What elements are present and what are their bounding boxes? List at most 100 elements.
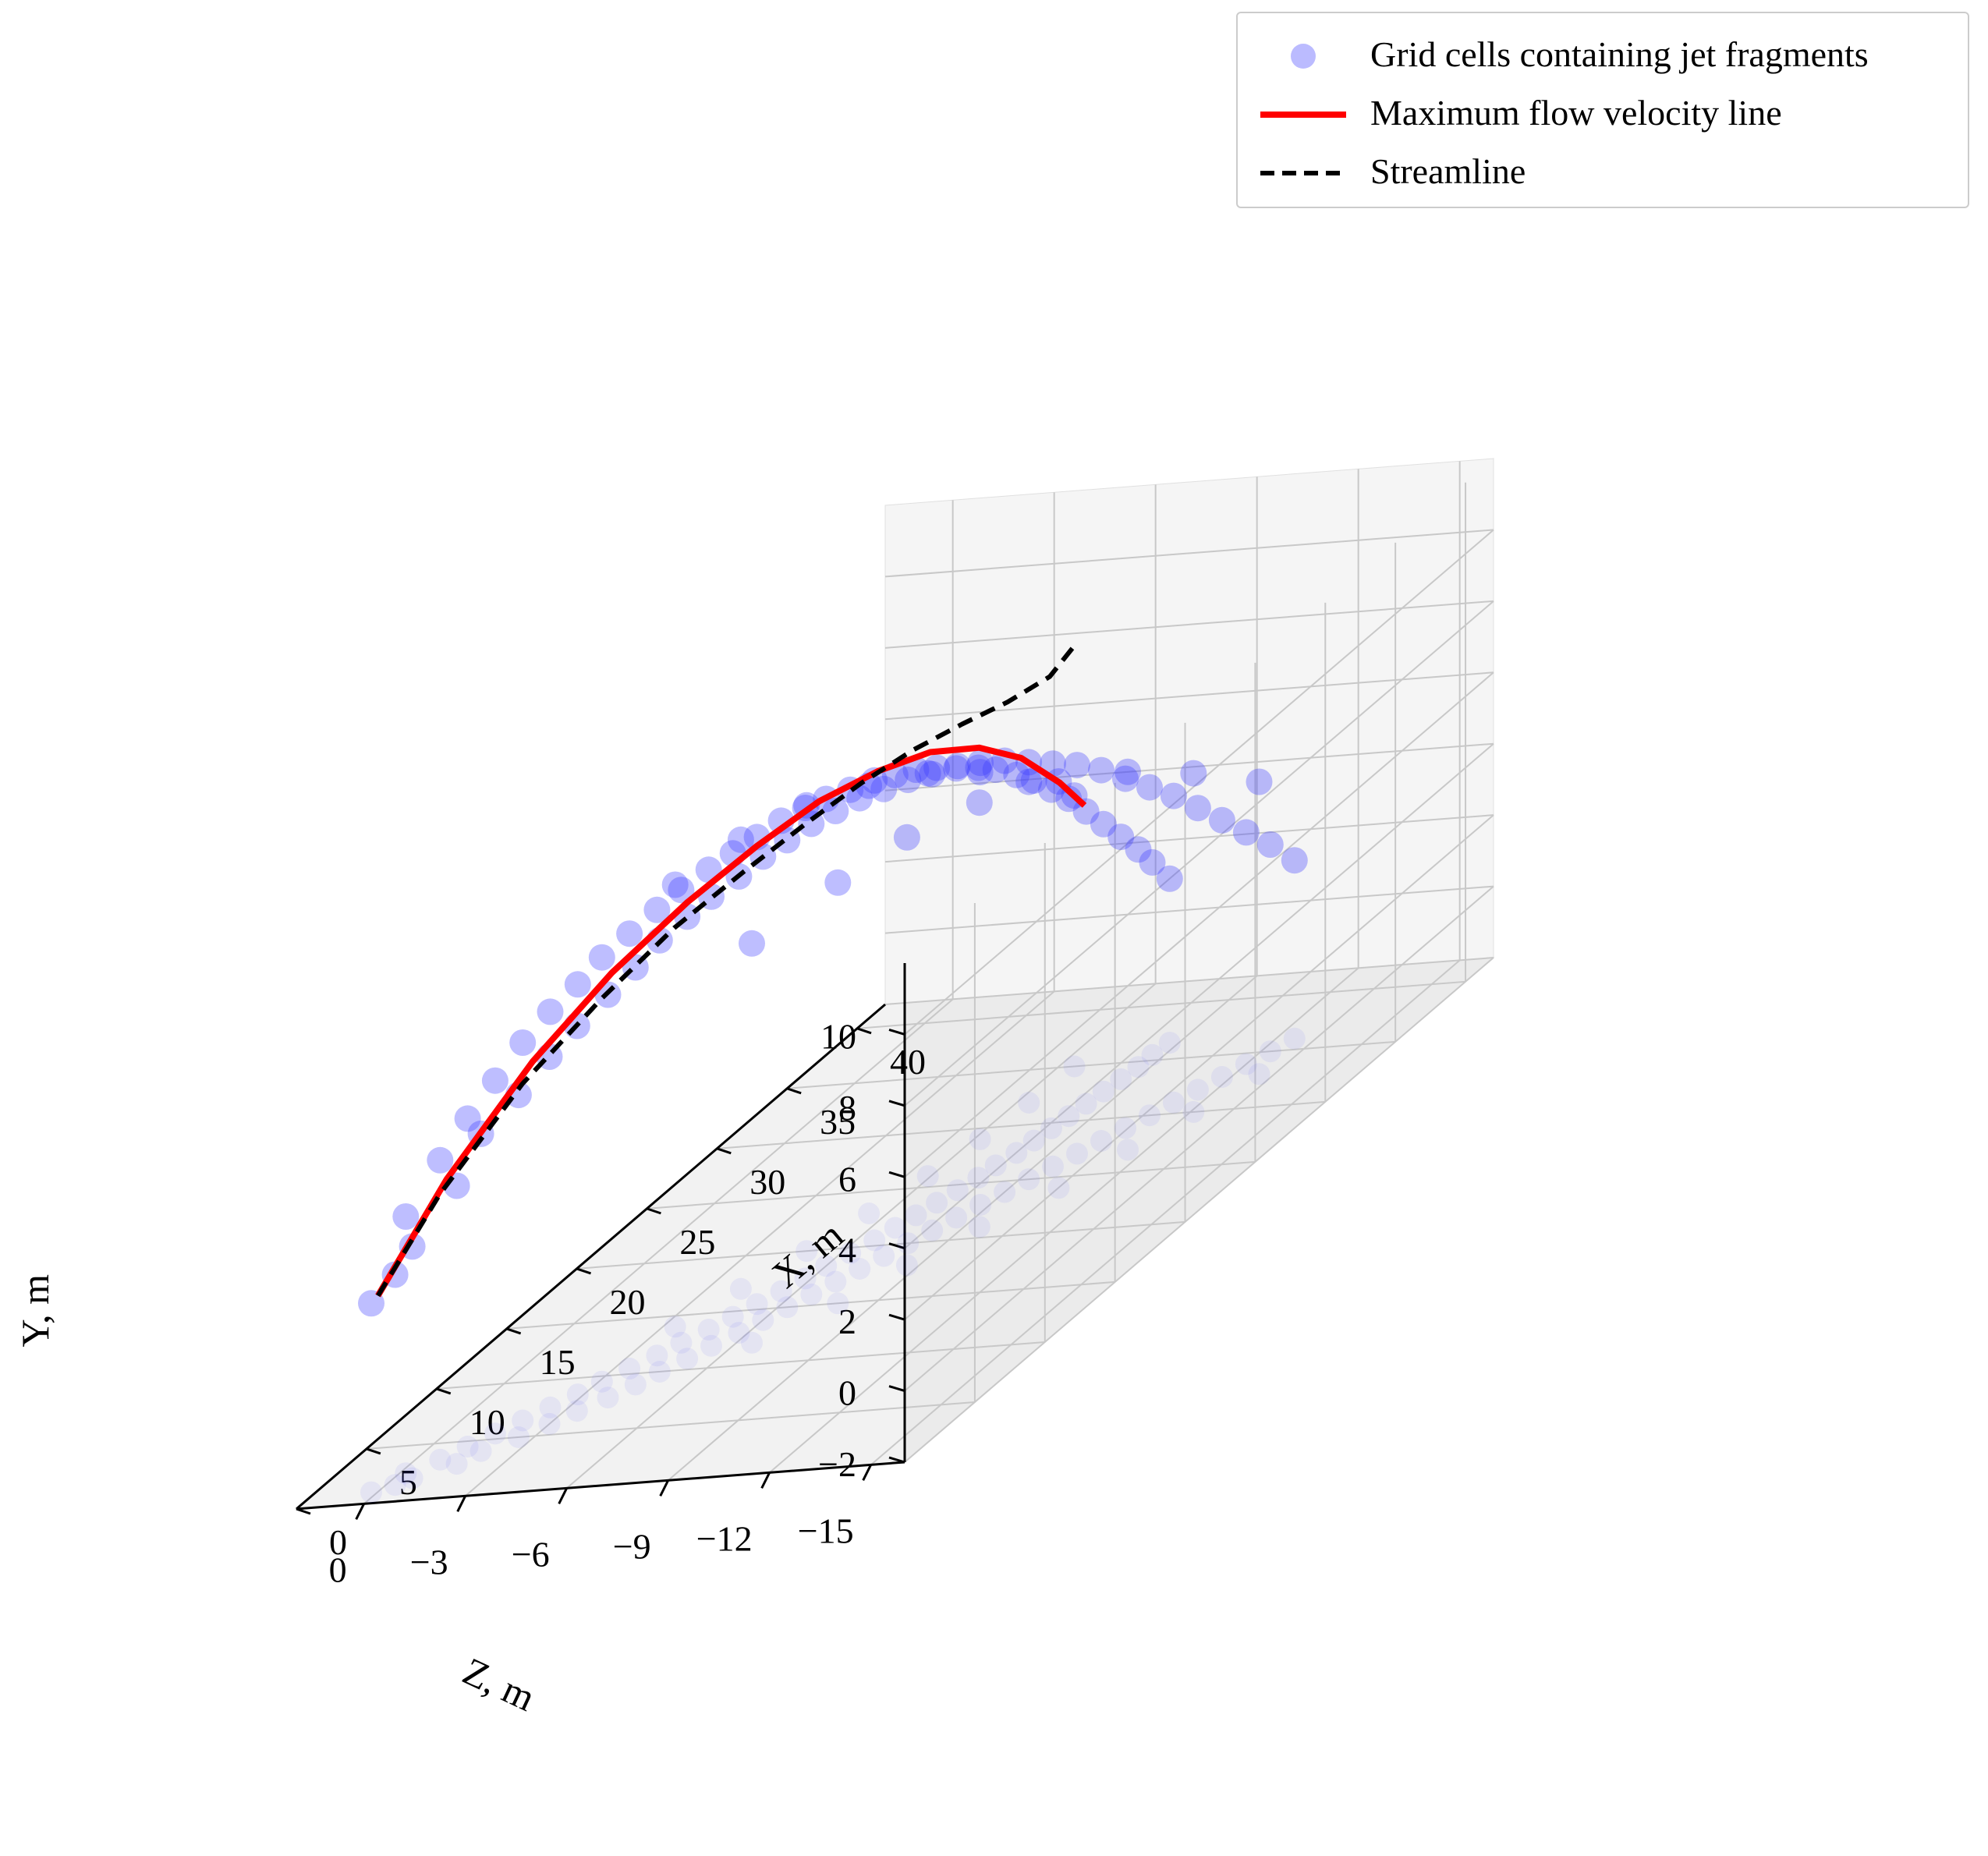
scatter-point-shadow xyxy=(1259,1040,1281,1063)
scatter-point xyxy=(1040,750,1066,777)
x-tick-label: 5 xyxy=(399,1462,417,1502)
scatter-point-shadow xyxy=(1186,1079,1209,1101)
scatter-point-shadow xyxy=(1018,1092,1040,1114)
scatter-point-shadow xyxy=(618,1357,641,1380)
x-tick-label: 25 xyxy=(679,1222,715,1262)
grid-line-z-floor xyxy=(870,959,1461,1466)
scatter-point-shadow xyxy=(676,1348,699,1370)
scatter-point-shadow xyxy=(863,1229,886,1252)
y-tick-label: 6 xyxy=(838,1159,856,1199)
z-tick-label: −9 xyxy=(613,1526,651,1566)
scatter-point-shadow xyxy=(1066,1142,1088,1165)
scatter-point xyxy=(1114,758,1141,785)
back-wall-pane xyxy=(884,458,1494,1005)
scatter-point-shadow xyxy=(1127,1056,1150,1079)
grid-line-y-leftwall xyxy=(904,671,1494,1178)
y-tick-label: 2 xyxy=(838,1302,856,1341)
scatter-point-shadow xyxy=(815,1255,838,1277)
grid-line-y-backwall xyxy=(884,885,1494,934)
scatter-point xyxy=(965,754,992,781)
scatter-point-shadow xyxy=(1005,1142,1028,1164)
scatter-point xyxy=(1003,761,1030,788)
scatter-point-shadow xyxy=(827,1292,849,1315)
legend: Grid cells containing jet fragments Maxi… xyxy=(1236,12,1969,208)
scatter-point-shadow xyxy=(968,1216,990,1238)
scatter-point-shadow xyxy=(1018,1168,1040,1191)
scatter-point xyxy=(923,754,951,781)
scatter-point xyxy=(1281,847,1308,874)
streamline-line xyxy=(376,644,1076,1298)
scatter-point xyxy=(1184,795,1211,822)
grid-line-x-floor xyxy=(506,1280,1115,1330)
scatter-point-shadow xyxy=(1117,1139,1139,1161)
scatter-point-shadow xyxy=(770,1280,792,1302)
z-axis-line xyxy=(296,1461,905,1511)
scatter-point-shadow xyxy=(839,1241,862,1264)
grid-line-x-floor xyxy=(787,1040,1396,1089)
scatter-point-shadow xyxy=(721,1305,744,1328)
scatter-point-shadow xyxy=(984,1154,1007,1177)
scatter-point xyxy=(1125,836,1152,863)
grid-line-x-floor xyxy=(436,1341,1045,1390)
scatter-point xyxy=(1055,785,1083,813)
y-tick xyxy=(888,1171,905,1178)
scatter-point-shadow xyxy=(445,1453,468,1475)
scatter-point-shadow xyxy=(884,1217,906,1239)
scatter-point-shadow xyxy=(794,1267,817,1290)
y-tick-label: 10 xyxy=(820,1016,856,1056)
scatter-point xyxy=(358,1290,384,1317)
scatter-point-shadow xyxy=(897,1232,920,1255)
y-tick xyxy=(888,1313,905,1321)
scatter-point xyxy=(588,944,615,971)
scatter-point-shadow xyxy=(1139,1104,1161,1127)
x-tick xyxy=(716,1147,732,1155)
scatter-point-shadow xyxy=(697,1319,720,1341)
scatter-point xyxy=(1064,752,1090,779)
scatter-point-shadow xyxy=(1114,1117,1136,1139)
scatter-point-shadow xyxy=(905,1204,927,1227)
y-tick-label: 8 xyxy=(838,1088,856,1128)
scatter-point-shadow xyxy=(1092,1080,1114,1103)
scatter-point-shadow xyxy=(728,1322,750,1344)
x-tick xyxy=(856,1027,872,1035)
scatter-point xyxy=(668,877,695,904)
scatter-point-shadow xyxy=(507,1426,530,1448)
scatter-point-shadow xyxy=(360,1481,382,1504)
grid-line-z-floor xyxy=(769,967,1359,1474)
scatter-point-shadow xyxy=(916,1165,939,1188)
axis-panes xyxy=(295,457,1495,1510)
x-tick xyxy=(436,1387,452,1395)
scatter-point xyxy=(509,1029,537,1056)
legend-entry-streamline: Streamline xyxy=(1238,146,1968,200)
grid-line-y-backwall xyxy=(884,957,1494,1005)
max-velocity-line xyxy=(375,744,1087,1298)
scatter-point xyxy=(1160,782,1187,809)
scatter-point-shadow xyxy=(700,1334,722,1357)
z-tick xyxy=(760,1472,771,1489)
z-tick xyxy=(862,1464,873,1482)
scatter-point-shadow xyxy=(1022,1129,1045,1152)
scatter-point-shadow xyxy=(1090,1130,1112,1152)
scatter-point xyxy=(1015,768,1043,795)
scatter-point-shadow xyxy=(946,1179,969,1202)
grid-line-y-backwall xyxy=(884,742,1494,792)
scatter-point xyxy=(616,920,643,947)
grid-line-y-backwall xyxy=(884,529,1494,578)
scatter-point-shadow xyxy=(538,1412,561,1435)
grid-line-y-leftwall xyxy=(904,529,1494,1036)
scatter-point-shadow xyxy=(1042,1155,1064,1178)
scatter-point xyxy=(870,775,898,802)
scatter-point xyxy=(943,755,970,782)
scatter-point-shadow xyxy=(566,1383,589,1406)
scatter-point xyxy=(564,971,591,998)
scatter-point-shadow xyxy=(1235,1053,1257,1075)
scatter-point-shadow xyxy=(395,1462,417,1485)
scatter-point-shadow xyxy=(858,1203,881,1224)
scatter-point-shadow xyxy=(590,1370,613,1393)
legend-label: Streamline xyxy=(1370,151,1526,191)
scatter-point xyxy=(1232,819,1260,846)
scatter-point-shadow xyxy=(1047,1177,1070,1199)
series-lines xyxy=(375,644,1087,1298)
scatter-point-shadow xyxy=(945,1206,968,1229)
legend-label: Grid cells containing jet fragments xyxy=(1370,34,1869,74)
